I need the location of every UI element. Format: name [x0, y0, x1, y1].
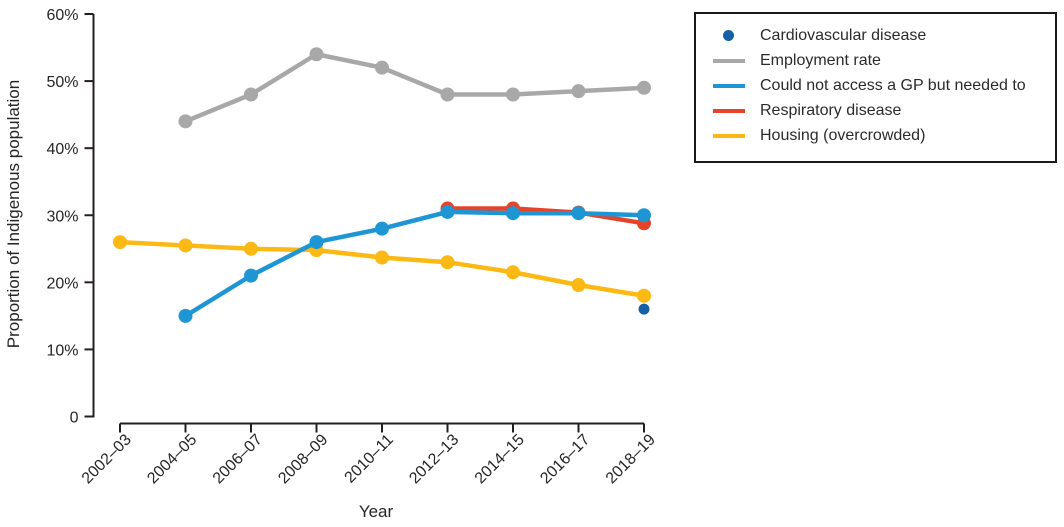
legend-item-respiratory-disease: Respiratory disease — [713, 98, 1055, 123]
data-point-marker — [637, 288, 651, 303]
data-point-marker — [178, 238, 193, 253]
legend-label: Could not access a GP but needed to — [760, 76, 1026, 94]
data-point-marker — [178, 114, 193, 129]
legend-item-employment-rate: Employment rate — [713, 48, 1055, 73]
y-tick-label: 10% — [46, 342, 78, 359]
data-point-marker — [637, 208, 651, 223]
y-tick-label: 40% — [46, 141, 78, 158]
data-point-marker — [506, 87, 520, 102]
data-point-marker — [309, 47, 324, 62]
legend-item-cardiovascular-disease: Cardiovascular disease — [713, 23, 1055, 48]
legend-line-marker-icon — [713, 108, 745, 113]
data-point-marker — [571, 278, 586, 293]
legend-item-gp-access: Could not access a GP but needed to — [713, 73, 1055, 98]
data-point-marker — [113, 235, 127, 250]
x-tick-label: 2008–09 — [275, 431, 331, 487]
legend-label: Respiratory disease — [760, 101, 902, 119]
data-point-marker — [244, 241, 258, 256]
legend-dot-marker-icon — [723, 30, 734, 41]
series-line — [183, 209, 647, 319]
data-point-marker — [638, 303, 650, 315]
legend: Cardiovascular disease Employment rate C… — [694, 12, 1057, 163]
data-point-marker — [571, 206, 586, 221]
legend-item-housing-overcrowded: Housing (overcrowded) — [713, 123, 1055, 148]
legend-line-marker-icon — [713, 58, 745, 63]
x-tick-label: 2016–17 — [537, 431, 593, 487]
series-line — [117, 239, 647, 298]
y-tick-label: 30% — [46, 208, 78, 225]
x-tick-label: 2006–07 — [210, 431, 266, 487]
x-tick-label: 2002–03 — [79, 431, 135, 487]
y-axis-title: Proportion of Indigenous population — [4, 79, 23, 349]
legend-label: Cardiovascular disease — [760, 26, 927, 44]
y-tick-label: 20% — [46, 275, 78, 292]
data-point-marker — [440, 204, 455, 219]
data-point-marker — [637, 80, 651, 95]
data-point-marker — [375, 60, 389, 75]
data-point-marker — [440, 87, 455, 102]
data-point-marker — [571, 84, 586, 99]
y-tick-label: 60% — [46, 7, 78, 24]
x-tick-label: 2012–13 — [406, 431, 462, 487]
series-employment-rate — [178, 47, 651, 129]
data-point-marker — [375, 221, 389, 236]
legend-line-marker-icon — [713, 83, 745, 88]
legend-label: Housing (overcrowded) — [760, 126, 926, 144]
data-point-marker — [244, 268, 258, 283]
series-line — [183, 52, 647, 124]
data-point-marker — [440, 255, 455, 270]
x-tick-label: 2014–15 — [472, 431, 528, 487]
x-tick-label: 2018–19 — [603, 431, 659, 487]
y-tick-label: 0 — [70, 410, 79, 427]
series-housing-overcrowded — [113, 235, 651, 303]
y-tick-label: 50% — [46, 74, 78, 91]
legend-line-marker-icon — [713, 133, 745, 138]
data-point-marker — [506, 206, 520, 221]
x-axis-title: Year — [358, 502, 394, 521]
x-tick-label: 2010–11 — [342, 431, 397, 486]
data-point-marker — [375, 250, 389, 265]
data-point-marker — [506, 265, 520, 280]
series-line — [445, 206, 647, 226]
legend-label: Employment rate — [760, 51, 881, 69]
data-point-marker — [309, 235, 324, 250]
data-point-marker — [244, 87, 258, 102]
series-cardiovascular-disease — [638, 303, 650, 315]
x-tick-label: 2004–05 — [144, 431, 200, 487]
series-could-not-access-a-gp-but-needed-to — [178, 204, 651, 323]
data-point-marker — [178, 308, 193, 323]
